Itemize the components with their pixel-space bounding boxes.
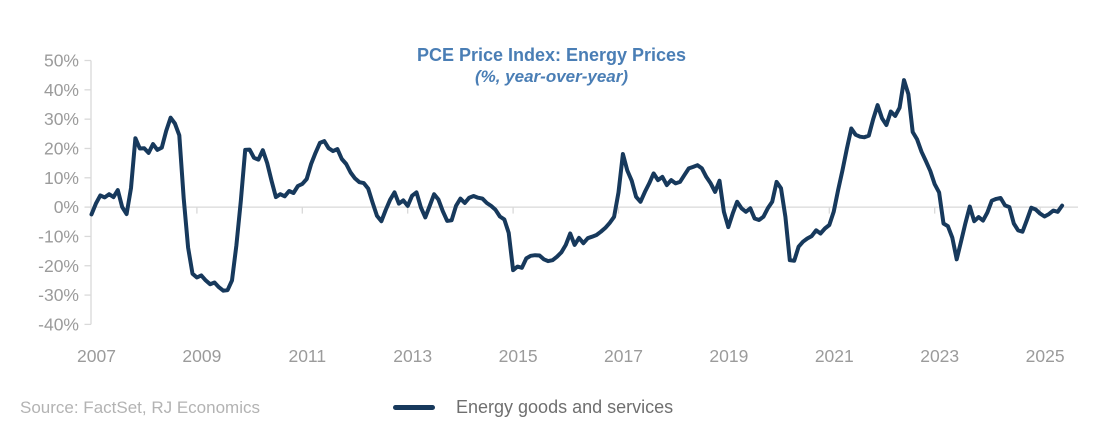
y-axis-tick-label: 10% bbox=[44, 168, 79, 188]
y-axis-tick-label: -40% bbox=[38, 314, 79, 334]
data-line-energy bbox=[89, 78, 1065, 293]
y-axis-tick-label: -10% bbox=[38, 226, 79, 246]
chart-canvas: 50% 40% 30% 20% 10% 0% -10% -20% -30% -40% 2007 200… bbox=[38, 51, 1078, 366]
x-axis-tick-label: 2019 bbox=[709, 346, 748, 366]
legend-label: Energy goods and services bbox=[456, 396, 674, 417]
legend: Energy goods and services bbox=[393, 394, 673, 420]
y-axis-tick-label: 40% bbox=[44, 80, 79, 100]
y-axis-tick-label: -30% bbox=[38, 285, 79, 305]
x-axis-tick-label: 2023 bbox=[920, 346, 959, 366]
x-axis-tick-label: 2013 bbox=[393, 346, 432, 366]
page-subtitle: (%, year-over-year) bbox=[474, 67, 629, 86]
y-axis-tick-label: -20% bbox=[38, 256, 79, 276]
x-axis-tick-label: 2009 bbox=[182, 346, 221, 366]
x-axis-tick-label: 2011 bbox=[288, 346, 326, 366]
x-axis-tick-label: 2025 bbox=[1026, 346, 1065, 366]
x-axis-tick-label: 2021 bbox=[815, 346, 854, 366]
y-axis-tick-label: 20% bbox=[44, 138, 79, 158]
y-axis-tick-label: 30% bbox=[44, 109, 79, 129]
x-axis-tick-label: 2017 bbox=[604, 346, 643, 366]
legend-line-swatch bbox=[393, 404, 435, 410]
x-axis-tick-label: 2015 bbox=[499, 346, 538, 366]
page-title: PCE Price Index: Energy Prices bbox=[416, 45, 687, 65]
y-axis-tick-label: 50% bbox=[44, 51, 79, 71]
chart-header: PCE Price Index: Energy Prices (%, year-… bbox=[0, 44, 1103, 88]
source-note: Source: FactSet, RJ Economics bbox=[20, 398, 260, 417]
x-axis-tick-label: 2007 bbox=[77, 346, 116, 366]
y-axis-tick-label: 0% bbox=[54, 197, 79, 217]
